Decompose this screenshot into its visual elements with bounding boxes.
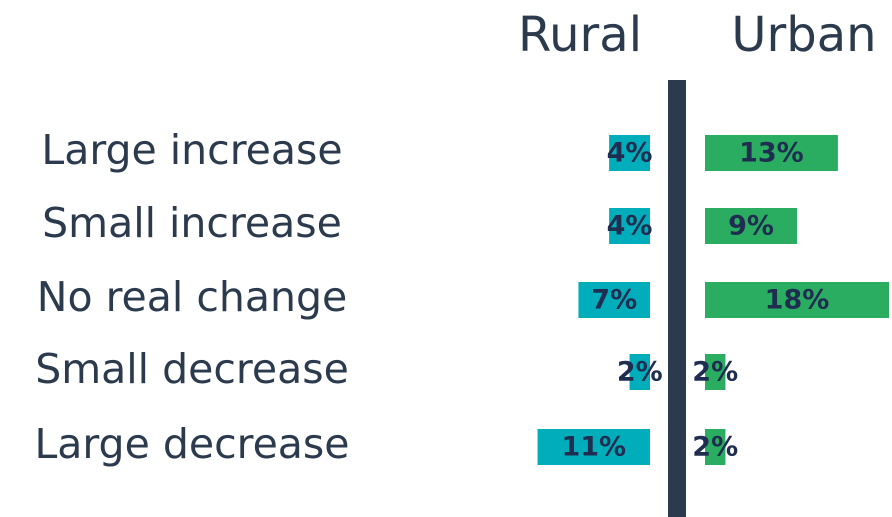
bar — [705, 354, 726, 390]
bar — [578, 282, 650, 318]
bar — [705, 429, 726, 465]
bar — [705, 135, 838, 171]
value-label: 13% — [739, 138, 804, 169]
value-label: 2% — [692, 357, 738, 388]
bar — [609, 135, 650, 171]
bar — [537, 429, 650, 465]
value-label: 4% — [607, 211, 653, 242]
bar — [705, 282, 889, 318]
divider — [668, 80, 686, 517]
category-label: Large increase — [41, 126, 342, 174]
category-label: Small increase — [42, 199, 342, 247]
value-label: 7% — [591, 285, 637, 316]
value-label: 18% — [765, 285, 830, 316]
value-label: 11% — [561, 432, 626, 463]
series-header: Rural — [518, 7, 642, 63]
value-label: 4% — [607, 138, 653, 169]
category-label: No real change — [37, 273, 347, 321]
value-label: 9% — [728, 211, 774, 242]
bar — [705, 208, 797, 244]
category-label: Small decrease — [35, 345, 349, 393]
category-label: Large decrease — [34, 420, 349, 468]
bar — [609, 208, 650, 244]
value-label: 2% — [617, 357, 663, 388]
bar — [629, 354, 650, 390]
value-label: 2% — [692, 432, 738, 463]
series-header: Urban — [731, 7, 876, 63]
